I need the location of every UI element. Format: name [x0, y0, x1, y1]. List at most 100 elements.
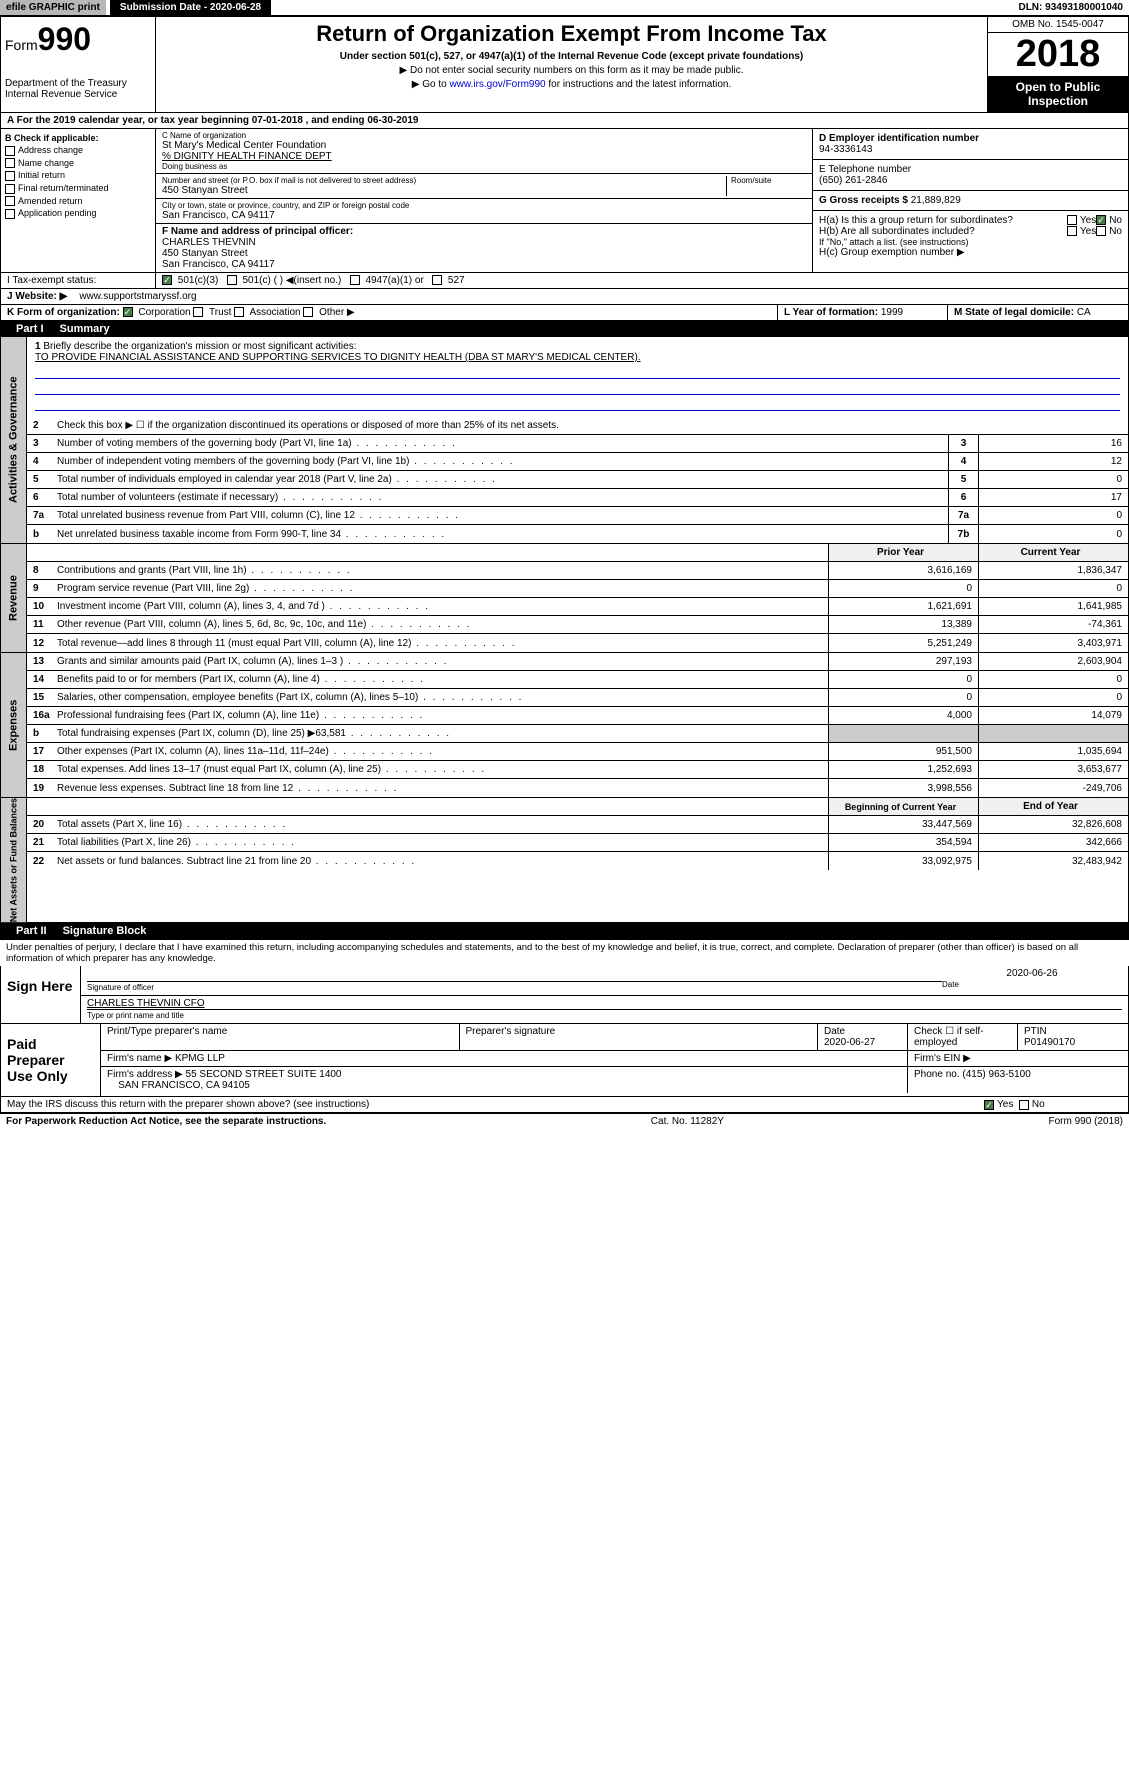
curr-val: 0 [978, 671, 1128, 688]
chk-other[interactable] [303, 307, 313, 317]
chk-initial[interactable]: Initial return [5, 170, 151, 181]
curr-val: -249,706 [978, 779, 1128, 797]
prep-check[interactable]: Check ☐ if self-employed [908, 1024, 1018, 1050]
omb-number: OMB No. 1545-0047 [988, 17, 1128, 33]
row-desc: Professional fundraising fees (Part IX, … [53, 708, 828, 723]
row-num: 6 [27, 492, 53, 503]
row-desc: Total unrelated business revenue from Pa… [53, 508, 948, 523]
end-val: 32,826,608 [978, 816, 1128, 833]
curr-val: 1,035,694 [978, 743, 1128, 760]
col-d-info: D Employer identification number 94-3336… [813, 129, 1128, 272]
mission-text: TO PROVIDE FINANCIAL ASSISTANCE AND SUPP… [35, 352, 641, 363]
form-header: Form990 Department of the Treasury Inter… [0, 16, 1129, 113]
h-block: H(a) Is this a group return for subordin… [813, 211, 1128, 262]
chk-corp[interactable]: ✓ [123, 307, 133, 317]
summary-row: 18Total expenses. Add lines 13–17 (must … [27, 761, 1128, 779]
row-desc: Other revenue (Part VIII, column (A), li… [53, 617, 828, 632]
chk-pending[interactable]: Application pending [5, 208, 151, 219]
submission-date: Submission Date - 2020-06-28 [110, 0, 271, 15]
prior-val: 3,616,169 [828, 562, 978, 579]
officer-lbl: F Name and address of principal officer: [162, 226, 806, 237]
irs-link[interactable]: www.irs.gov/Form990 [449, 79, 545, 90]
row-num: 13 [27, 656, 53, 667]
dba-lbl: Doing business as [162, 162, 806, 171]
prior-val: 3,998,556 [828, 779, 978, 797]
part1-header: Part I Summary [0, 321, 1129, 337]
row-desc: Program service revenue (Part VIII, line… [53, 581, 828, 596]
summary-row: 22Net assets or fund balances. Subtract … [27, 852, 1128, 870]
row-num: 11 [27, 619, 53, 630]
website-url[interactable]: www.supportstmaryssf.org [73, 289, 1128, 304]
prior-val: 1,252,693 [828, 761, 978, 778]
discuss-yes[interactable]: ✓ [984, 1100, 994, 1110]
chk-final[interactable]: Final return/terminated [5, 183, 151, 194]
care-of: % DIGNITY HEALTH FINANCE DEPT [162, 151, 806, 162]
row-num: 5 [27, 474, 53, 485]
mission-block: 1 Briefly describe the organization's mi… [27, 337, 1128, 417]
main-info-block: B Check if applicable: Address change Na… [0, 129, 1129, 273]
efile-label[interactable]: efile GRAPHIC print [0, 0, 106, 15]
paid-prep-label: Paid Preparer Use Only [1, 1024, 101, 1096]
chk-4947[interactable] [350, 275, 360, 285]
curr-val: 0 [978, 689, 1128, 706]
end-year-hdr: End of Year [978, 798, 1128, 815]
note2-post: for instructions and the latest informat… [546, 79, 732, 90]
begin-val: 33,447,569 [828, 816, 978, 833]
row-box: 6 [948, 489, 978, 506]
phone-block: E Telephone number (650) 261-2846 [813, 160, 1128, 191]
prior-val: 951,500 [828, 743, 978, 760]
row-desc: Net assets or fund balances. Subtract li… [53, 854, 828, 869]
prep-row2: Firm's name ▶ KPMG LLP Firm's EIN ▶ [101, 1051, 1128, 1067]
hb-yes[interactable]: Yes [1067, 226, 1096, 237]
sig-name-line: CHARLES THEVNIN CFOType or print name an… [81, 996, 1128, 1023]
city-block: City or town, state or province, country… [156, 199, 812, 224]
dln-label: DLN: 93493180001040 [1018, 2, 1129, 13]
part1-label: Part I [8, 323, 52, 335]
officer-addr: 450 Stanyan Street [162, 248, 806, 259]
chk-527[interactable] [432, 275, 442, 285]
col-b-checkboxes: B Check if applicable: Address change Na… [1, 129, 156, 272]
row-box: 7b [948, 525, 978, 543]
part2-header: Part II Signature Block [0, 923, 1129, 939]
chk-name[interactable]: Name change [5, 158, 151, 169]
website-row: J Website: ▶ www.supportstmaryssf.org [0, 289, 1129, 305]
form-subtitle: Under section 501(c), 527, or 4947(a)(1)… [160, 51, 983, 62]
summary-row: 15Salaries, other compensation, employee… [27, 689, 1128, 707]
hb-lbl: H(b) Are all subordinates included? [819, 226, 1067, 237]
chk-501c3[interactable]: ✓ [162, 275, 172, 285]
ha-no[interactable]: ✓No [1096, 215, 1122, 226]
revenue-section: Revenue Prior Year Current Year 8Contrib… [0, 544, 1129, 653]
end-val: 32,483,942 [978, 852, 1128, 870]
netassets-body: Beginning of Current Year End of Year 20… [27, 798, 1128, 922]
tax-exempt-lbl: I Tax-exempt status: [1, 273, 156, 288]
curr-val: 14,079 [978, 707, 1128, 724]
chk-address[interactable]: Address change [5, 145, 151, 156]
tax-exempt-opts: ✓ 501(c)(3) 501(c) ( ) ◀(insert no.) 494… [156, 273, 1128, 288]
hb-no[interactable]: No [1096, 226, 1122, 237]
row-desc: Total revenue—add lines 8 through 11 (mu… [53, 636, 828, 651]
row-num: 20 [27, 819, 53, 830]
row-box: 5 [948, 471, 978, 488]
phone-val: (650) 261-2846 [819, 175, 887, 186]
summary-row: 8Contributions and grants (Part VIII, li… [27, 562, 1128, 580]
summary-row: 3Number of voting members of the governi… [27, 435, 1128, 453]
ha-yes[interactable]: Yes [1067, 215, 1096, 226]
gross-lbl: G Gross receipts $ [819, 195, 908, 206]
netassets-section: Net Assets or Fund Balances Beginning of… [0, 798, 1129, 923]
governance-section: Activities & Governance 1 Briefly descri… [0, 337, 1129, 544]
discuss-no[interactable] [1019, 1100, 1029, 1110]
officer-block: F Name and address of principal officer:… [156, 224, 812, 272]
ein-lbl: D Employer identification number [819, 133, 979, 144]
governance-label: Activities & Governance [1, 337, 27, 543]
gross-block: G Gross receipts $ 21,889,829 [813, 191, 1128, 211]
form-ref: Form 990 (2018) [1049, 1116, 1123, 1127]
chk-501c[interactable] [227, 275, 237, 285]
row-desc: Total number of volunteers (estimate if … [53, 490, 948, 505]
chk-assoc[interactable] [234, 307, 244, 317]
chk-trust[interactable] [193, 307, 203, 317]
header-mid: Return of Organization Exempt From Incom… [156, 17, 988, 112]
netassets-header: Beginning of Current Year End of Year [27, 798, 1128, 816]
summary-row: 5Total number of individuals employed in… [27, 471, 1128, 489]
chk-amended[interactable]: Amended return [5, 196, 151, 207]
part2-label: Part II [8, 925, 55, 937]
